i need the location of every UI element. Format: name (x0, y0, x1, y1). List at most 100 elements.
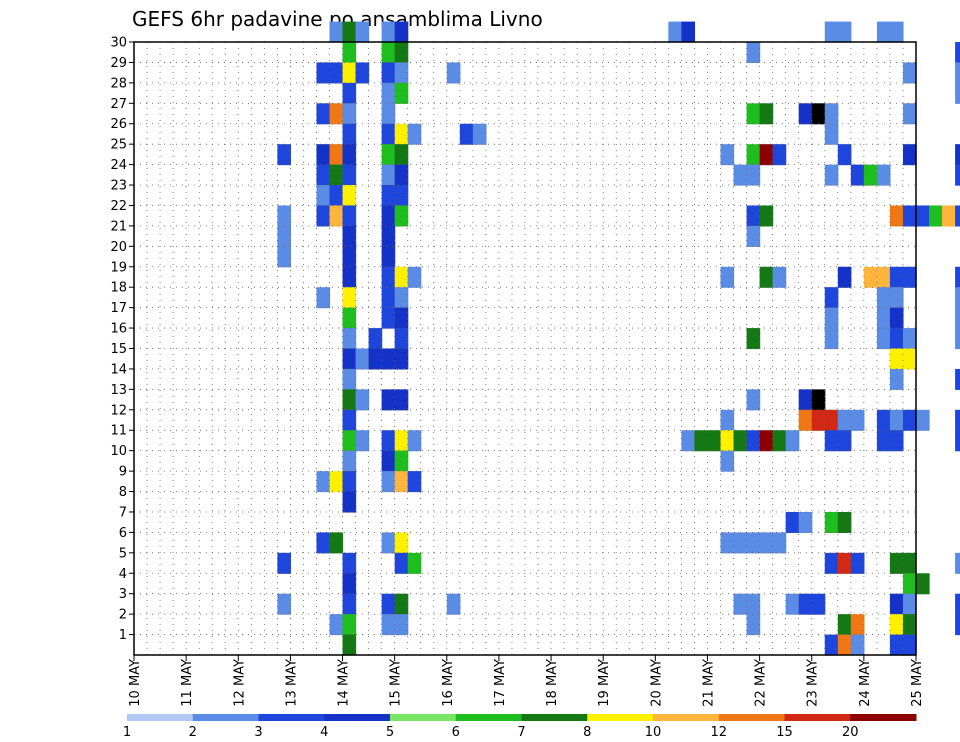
legend-label: 12 (710, 725, 727, 740)
y-axis: 1234567891011121314151617181920212223242… (110, 36, 134, 643)
heatmap-cell (316, 471, 331, 493)
heatmap-cell (746, 144, 761, 166)
y-tick-label: 19 (110, 260, 127, 275)
y-tick-label: 24 (110, 158, 127, 173)
heatmap-cell (381, 103, 396, 125)
heatmap-cell (277, 246, 291, 268)
heatmap-cell (746, 389, 761, 411)
heatmap-cell (759, 144, 774, 166)
heatmap-cell (446, 593, 461, 615)
heatmap-cell (394, 21, 409, 43)
heatmap-cell (759, 532, 774, 554)
heatmap-cell (277, 552, 291, 574)
heatmap-cell (277, 593, 291, 615)
x-tick-label: 14 MAY (337, 659, 352, 707)
heatmap-cell (824, 164, 839, 186)
heatmap-cell (955, 614, 960, 636)
heatmap-cell (394, 82, 409, 104)
heatmap-cell (798, 593, 813, 615)
heatmap-cell (889, 552, 904, 574)
heatmap-cell (955, 307, 960, 329)
y-tick-label: 21 (110, 219, 127, 234)
heatmap-cell (955, 328, 960, 350)
heatmap-cell (381, 266, 396, 288)
heatmap-cell (902, 573, 917, 595)
heatmap-cell (759, 205, 774, 227)
heatmap-cell (955, 205, 960, 227)
heatmap-cell (681, 430, 696, 452)
heatmap-cell (381, 21, 396, 43)
heatmap-cell (785, 511, 800, 533)
y-tick-label: 13 (110, 383, 127, 398)
y-tick-label: 14 (110, 362, 127, 377)
heatmap-cell (772, 144, 787, 166)
heatmap-cell (811, 103, 826, 125)
heatmap-cell (316, 62, 331, 84)
heatmap-cell (889, 348, 904, 370)
y-tick-label: 3 (119, 587, 127, 602)
heatmap-cell (955, 593, 960, 615)
heatmap-cell (746, 42, 761, 64)
heatmap-cell (381, 593, 396, 615)
heatmap-cell (902, 144, 917, 166)
heatmap-cell (394, 614, 409, 636)
legend-label: 8 (583, 725, 591, 740)
heatmap-cell (955, 62, 960, 84)
heatmap-cell (342, 471, 357, 493)
heatmap-cell (916, 205, 930, 227)
x-tick-label: 20 MAY (649, 659, 664, 707)
heatmap-cell (916, 409, 930, 431)
heatmap-cell (394, 552, 409, 574)
heatmap-cell (381, 450, 396, 472)
heatmap-cell (407, 552, 422, 574)
y-tick-label: 16 (110, 322, 127, 337)
heatmap-cell (342, 409, 357, 431)
heatmap-cell (902, 614, 917, 636)
x-tick-label: 17 MAY (493, 659, 508, 707)
heatmap-cell (746, 164, 761, 186)
heatmap-cell (785, 593, 800, 615)
heatmap-cell (342, 491, 357, 513)
heatmap-cell (889, 430, 904, 452)
heatmap-cell (394, 42, 409, 64)
heatmap-cell (342, 368, 357, 390)
y-tick-label: 8 (119, 485, 127, 500)
legend-label: 15 (776, 725, 793, 740)
heatmap-cell (850, 164, 865, 186)
heatmap-cell (381, 246, 396, 268)
heatmap-cell (394, 123, 409, 145)
heatmap-cell (342, 42, 357, 64)
heatmap-cell (889, 593, 904, 615)
heatmap-cell (955, 164, 960, 186)
heatmap-cell (277, 144, 291, 166)
y-tick-label: 12 (110, 403, 127, 418)
heatmap-cell (824, 21, 839, 43)
heatmap-cell (850, 634, 865, 656)
heatmap-cell (355, 62, 370, 84)
heatmap-cell (394, 328, 409, 350)
heatmap-cell (746, 593, 761, 615)
heatmap-cell (355, 430, 370, 452)
y-tick-label: 29 (110, 56, 127, 71)
x-tick-label: 23 MAY (806, 659, 821, 707)
heatmap-cell (394, 471, 409, 493)
heatmap-cell (876, 307, 891, 329)
heatmap-cell (694, 430, 709, 452)
legend-swatch (390, 714, 457, 721)
heatmap-cell (733, 593, 748, 615)
heatmap-cell (342, 430, 357, 452)
x-tick-label: 11 MAY (180, 659, 195, 707)
x-tick-label: 21 MAY (701, 659, 716, 707)
heatmap-cell (746, 532, 761, 554)
heatmap-cell (824, 103, 839, 125)
x-tick-label: 10 MAY (128, 659, 143, 707)
x-axis: 10 MAY 11 MAY 12 MAY 13 MAY 14 MAY 15 MAY 16 M… (128, 655, 925, 707)
heatmap-cell (381, 144, 396, 166)
y-tick-label: 5 (119, 546, 127, 561)
heatmap-cell (955, 552, 960, 574)
legend-label: 4 (320, 725, 328, 740)
heatmap-cell (368, 348, 383, 370)
heatmap-cell (876, 164, 891, 186)
heatmap-cell (394, 389, 409, 411)
